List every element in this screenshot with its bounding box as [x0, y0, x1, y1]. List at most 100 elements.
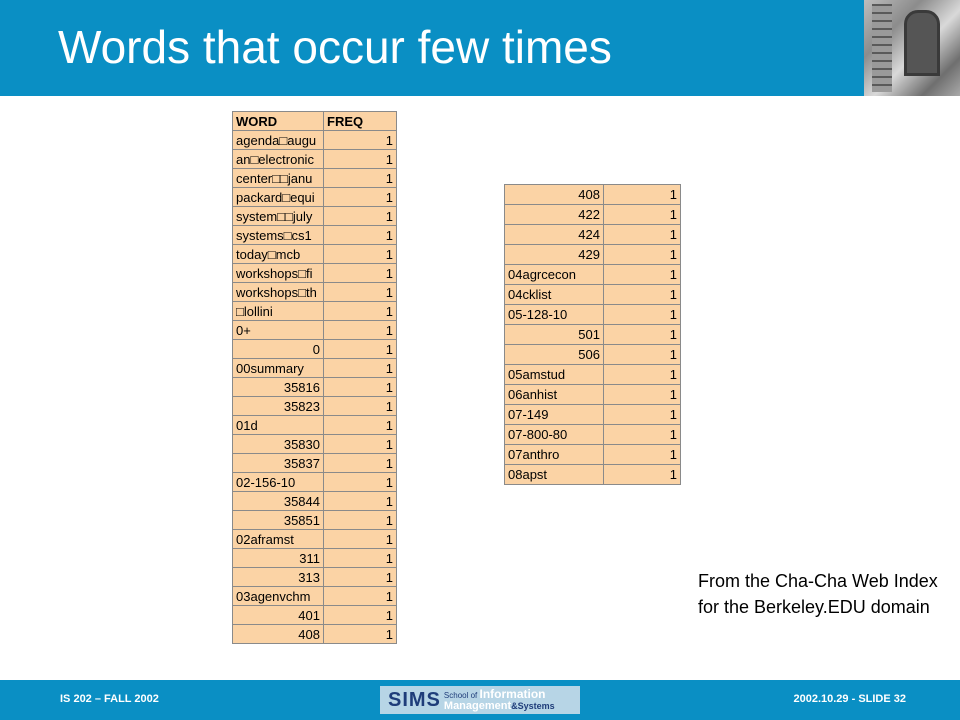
freq-cell: 1 — [603, 404, 681, 425]
table-row: 313 1 — [232, 567, 397, 587]
word-cell: 04agrcecon — [504, 264, 604, 285]
word-cell: today□mcb — [232, 244, 324, 264]
table-row: 0+ 1 — [232, 320, 397, 340]
word-cell: 422 — [504, 204, 604, 225]
word-cell: 506 — [504, 344, 604, 365]
word-cell: agenda□augu — [232, 130, 324, 150]
table-row: 506 1 — [504, 344, 681, 365]
table-row: 35830 1 — [232, 434, 397, 454]
freq-cell: 1 — [323, 225, 397, 245]
word-cell: 408 — [504, 184, 604, 205]
word-cell: 424 — [504, 224, 604, 245]
table-row: 02-156-10 1 — [232, 472, 397, 492]
logo-school-of: School of — [443, 691, 478, 700]
freq-cell: 1 — [323, 529, 397, 549]
word-cell: 00summary — [232, 358, 324, 378]
logo-sims-text: SIMS — [388, 688, 441, 711]
word-cell: 02-156-10 — [232, 472, 324, 492]
word-cell: 429 — [504, 244, 604, 265]
freq-cell: 1 — [323, 339, 397, 359]
freq-cell: 1 — [603, 344, 681, 365]
table-row: 05amstud 1 — [504, 364, 681, 385]
logo-school-name: School of Information Management&Systems — [443, 688, 555, 712]
word-cell: 311 — [232, 548, 324, 568]
table-row: systems□cs1 1 — [232, 225, 397, 245]
table-row: an□electronic 1 — [232, 149, 397, 169]
table-row: today□mcb 1 — [232, 244, 397, 264]
table-row: 07-149 1 — [504, 404, 681, 425]
table-row: 401 1 — [232, 605, 397, 625]
word-cell: 408 — [232, 624, 324, 644]
word-cell: 07anthro — [504, 444, 604, 465]
logo-systems: &Systems — [511, 701, 555, 711]
word-cell: workshops□fi — [232, 263, 324, 283]
word-cell: 0+ — [232, 320, 324, 340]
table-row: 408 1 — [232, 624, 397, 644]
table-row: packard□equi 1 — [232, 187, 397, 207]
word-cell: 01d — [232, 415, 324, 435]
word-cell: 04cklist — [504, 284, 604, 305]
table-row: 06anhist 1 — [504, 384, 681, 405]
word-cell: 05-128-10 — [504, 304, 604, 325]
logo-line-2: Management&Systems — [443, 700, 555, 712]
table-row: 311 1 — [232, 548, 397, 568]
table-row: system□□july 1 — [232, 206, 397, 226]
freq-cell: 1 — [323, 320, 397, 340]
freq-cell: 1 — [603, 364, 681, 385]
freq-cell: 1 — [323, 586, 397, 606]
freq-cell: 1 — [323, 130, 397, 150]
column-header-freq: FREQ — [323, 111, 397, 131]
word-cell: 07-800-80 — [504, 424, 604, 445]
freq-cell: 1 — [323, 244, 397, 264]
table-row: 07-800-80 1 — [504, 424, 681, 445]
table-row: 35851 1 — [232, 510, 397, 530]
freq-cell: 1 — [323, 548, 397, 568]
table-row: 07anthro 1 — [504, 444, 681, 465]
freq-cell: 1 — [323, 510, 397, 530]
word-frequency-table-left: WORD FREQ agenda□augu 1 an□electronic 1 cent… — [232, 111, 397, 644]
freq-cell: 1 — [323, 567, 397, 587]
freq-cell: 1 — [323, 491, 397, 511]
word-cell: 35844 — [232, 491, 324, 511]
freq-cell: 1 — [603, 424, 681, 445]
table-row: 408 1 — [504, 184, 681, 205]
table-row: 429 1 — [504, 244, 681, 265]
table-row: workshops□th 1 — [232, 282, 397, 302]
freq-cell: 1 — [323, 624, 397, 644]
freq-cell: 1 — [603, 304, 681, 325]
logo-management: Management — [443, 700, 512, 712]
table-header-row: WORD FREQ — [232, 111, 397, 131]
slide-title: Words that occur few times — [58, 21, 612, 73]
sims-logo: SIMS School of Information Management&Sy… — [380, 686, 580, 714]
freq-cell: 1 — [323, 453, 397, 473]
title-bar: Words that occur few times — [0, 0, 960, 96]
footer-bar: IS 202 – FALL 2002 SIMS School of Inform… — [0, 680, 960, 720]
word-cell: 501 — [504, 324, 604, 345]
freq-cell: 1 — [603, 444, 681, 465]
table-row: 35823 1 — [232, 396, 397, 416]
table-row: 00summary 1 — [232, 358, 397, 378]
freq-cell: 1 — [323, 168, 397, 188]
freq-cell: 1 — [323, 472, 397, 492]
table-row: 501 1 — [504, 324, 681, 345]
word-cell: system□□july — [232, 206, 324, 226]
table-row: 05-128-10 1 — [504, 304, 681, 325]
word-cell: an□electronic — [232, 149, 324, 169]
freq-cell: 1 — [323, 434, 397, 454]
word-cell: 08apst — [504, 464, 604, 485]
freq-cell: 1 — [603, 184, 681, 205]
freq-cell: 1 — [603, 384, 681, 405]
word-cell: 05amstud — [504, 364, 604, 385]
source-note: From the Cha-Cha Web Index for the Berke… — [698, 571, 938, 617]
table-row: workshops□fi 1 — [232, 263, 397, 283]
freq-cell: 1 — [603, 204, 681, 225]
freq-cell: 1 — [603, 284, 681, 305]
logo-line-1: School of Information — [443, 688, 555, 701]
table-row: 422 1 — [504, 204, 681, 225]
freq-cell: 1 — [323, 206, 397, 226]
table-row: center□□janu 1 — [232, 168, 397, 188]
freq-cell: 1 — [323, 396, 397, 416]
word-cell: packard□equi — [232, 187, 324, 207]
freq-cell: 1 — [323, 187, 397, 207]
